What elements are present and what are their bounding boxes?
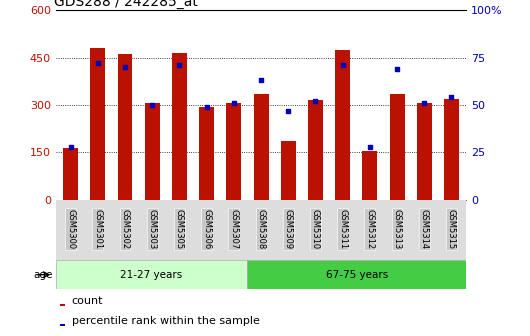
Point bbox=[311, 98, 320, 104]
Text: GSM5312: GSM5312 bbox=[365, 209, 374, 249]
Text: count: count bbox=[72, 296, 103, 306]
Text: GSM5313: GSM5313 bbox=[393, 209, 402, 249]
Point bbox=[447, 95, 456, 100]
Bar bbox=[172, 53, 187, 200]
Text: GDS288 / 242285_at: GDS288 / 242285_at bbox=[54, 0, 198, 9]
Bar bbox=[60, 324, 66, 326]
Bar bbox=[60, 304, 66, 306]
Point bbox=[175, 62, 184, 68]
Text: GSM5301: GSM5301 bbox=[93, 209, 102, 249]
Point bbox=[420, 100, 428, 106]
Bar bbox=[363, 151, 377, 200]
Bar bbox=[417, 103, 432, 200]
Point bbox=[366, 144, 374, 150]
Bar bbox=[390, 94, 404, 200]
Bar bbox=[308, 100, 323, 200]
Point bbox=[338, 62, 347, 68]
Text: GSM5308: GSM5308 bbox=[257, 209, 266, 249]
Point bbox=[66, 144, 75, 150]
Text: GSM5309: GSM5309 bbox=[284, 209, 293, 249]
Text: GSM5311: GSM5311 bbox=[338, 209, 347, 249]
Text: GSM5302: GSM5302 bbox=[120, 209, 129, 249]
Text: GSM5314: GSM5314 bbox=[420, 209, 429, 249]
Text: GSM5305: GSM5305 bbox=[175, 209, 184, 249]
Text: age: age bbox=[33, 270, 53, 280]
Bar bbox=[118, 54, 132, 200]
Bar bbox=[90, 48, 105, 200]
Bar bbox=[253, 94, 269, 200]
Point bbox=[284, 108, 293, 113]
Point bbox=[148, 102, 156, 108]
Bar bbox=[199, 107, 214, 200]
Bar bbox=[444, 99, 459, 200]
Bar bbox=[56, 260, 248, 289]
Point bbox=[121, 65, 129, 70]
Bar bbox=[145, 103, 160, 200]
Bar bbox=[248, 260, 466, 289]
Text: GSM5310: GSM5310 bbox=[311, 209, 320, 249]
Text: 21-27 years: 21-27 years bbox=[120, 270, 183, 280]
Bar bbox=[226, 103, 241, 200]
Point bbox=[229, 100, 238, 106]
Text: GSM5303: GSM5303 bbox=[148, 209, 157, 249]
Point bbox=[393, 66, 401, 72]
Text: percentile rank within the sample: percentile rank within the sample bbox=[72, 316, 260, 326]
Text: GSM5306: GSM5306 bbox=[202, 209, 211, 249]
Point bbox=[257, 78, 265, 83]
Bar bbox=[335, 50, 350, 200]
Bar bbox=[56, 200, 466, 260]
Text: GSM5300: GSM5300 bbox=[66, 209, 75, 249]
Text: GSM5315: GSM5315 bbox=[447, 209, 456, 249]
Text: 67-75 years: 67-75 years bbox=[326, 270, 388, 280]
Bar bbox=[281, 141, 296, 200]
Point bbox=[202, 104, 211, 110]
Point bbox=[94, 60, 102, 66]
Bar bbox=[63, 148, 78, 200]
Text: GSM5307: GSM5307 bbox=[229, 209, 239, 249]
